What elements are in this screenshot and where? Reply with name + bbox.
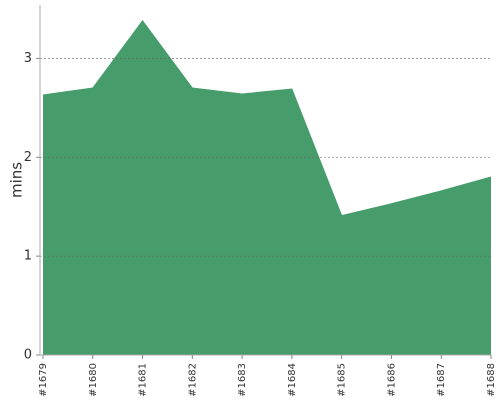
y-tick-label: 1: [24, 249, 32, 264]
y-tick-label: 0: [24, 348, 32, 363]
x-tick-label: #1685: [337, 363, 348, 397]
x-tick-label: #1680: [88, 363, 99, 397]
x-tick-label: #1682: [187, 363, 198, 397]
x-tick-label: #1686: [386, 363, 397, 397]
x-tick-label: #1683: [237, 363, 248, 397]
area-line: [42, 19, 492, 217]
y-axis-label: mins: [8, 162, 26, 198]
y-tick-label: 3: [24, 51, 32, 66]
x-tick-label: #1684: [287, 363, 298, 397]
area-fill: [43, 20, 491, 355]
y-tick-label: 2: [24, 150, 32, 165]
x-tick-label: #1687: [436, 363, 447, 397]
x-tick-label: #1679: [38, 363, 49, 397]
x-tick-label: #1688: [486, 363, 497, 397]
x-tick-label: #1681: [138, 363, 149, 397]
